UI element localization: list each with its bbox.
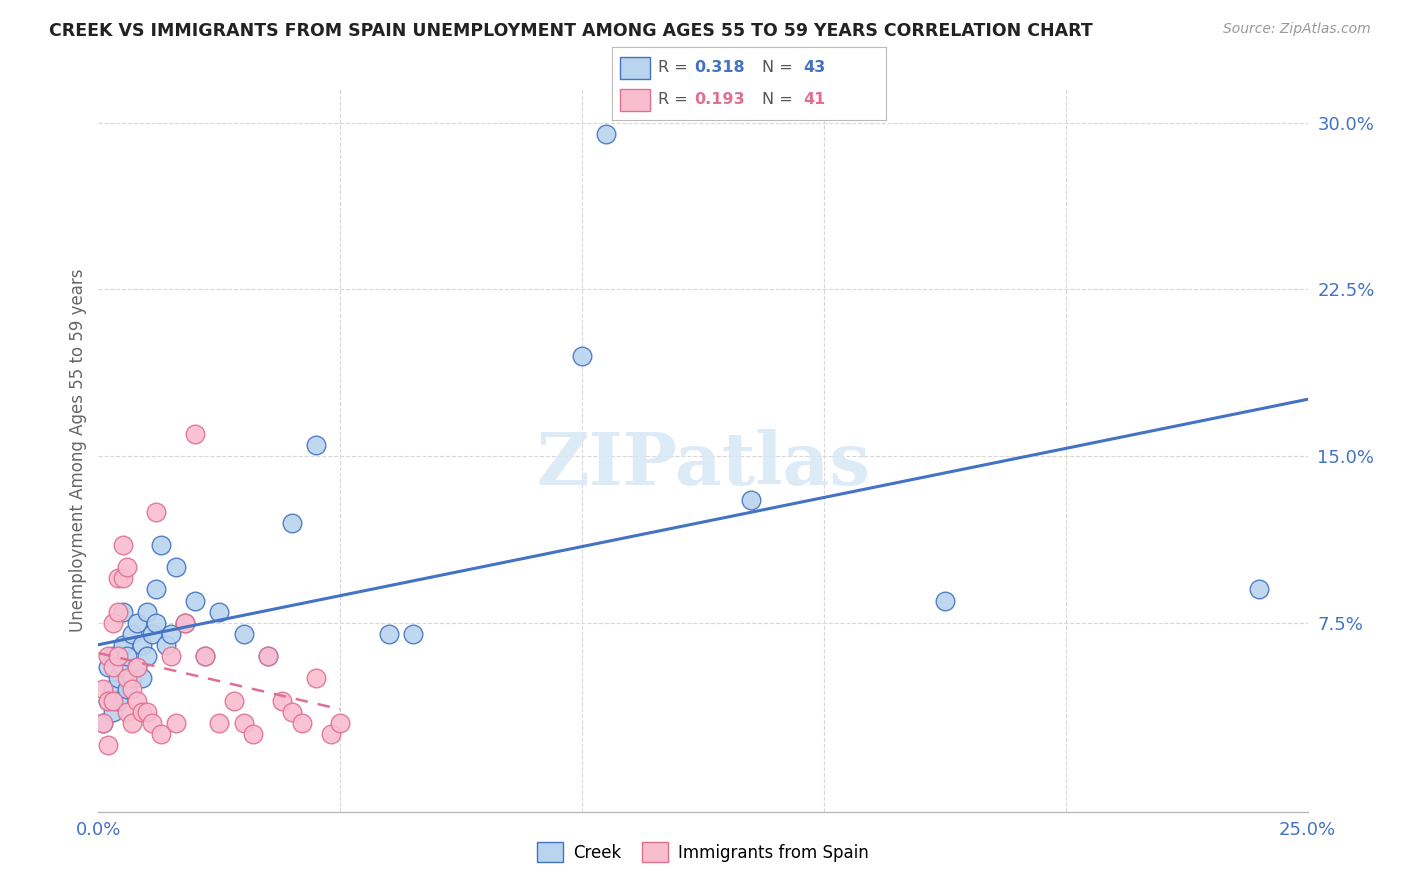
Text: R =: R = [658,92,693,107]
Text: N =: N = [762,92,799,107]
Point [101,649,124,664]
Point [101,615,124,630]
Point [1249,582,1271,597]
Point [121,682,143,697]
Point [377,627,399,641]
Point [595,127,617,141]
Point [111,571,134,585]
Point [242,727,264,741]
Point [145,582,167,597]
Point [91,715,114,730]
Point [222,693,245,707]
Point [117,682,139,697]
Point [101,660,124,674]
Text: 0.318: 0.318 [695,60,745,75]
Point [111,660,134,674]
Point [127,615,149,630]
Point [107,693,129,707]
Point [117,705,139,719]
Point [131,705,153,719]
Point [740,493,762,508]
Point [111,538,134,552]
Text: Source: ZipAtlas.com: Source: ZipAtlas.com [1223,22,1371,37]
Point [145,505,167,519]
Point [135,605,157,619]
Point [208,715,231,730]
Point [101,682,124,697]
Point [329,715,352,730]
Point [160,649,183,664]
Text: 0.193: 0.193 [695,92,745,107]
Text: R =: R = [658,60,693,75]
Point [184,426,207,441]
Point [571,349,593,363]
Point [194,649,217,664]
Point [305,671,328,685]
Point [141,627,163,641]
Point [91,682,114,697]
Point [194,649,217,664]
Point [101,705,124,719]
Point [127,660,149,674]
Point [290,715,312,730]
Text: ZIPatlas: ZIPatlas [536,429,870,500]
Point [305,438,328,452]
Text: 43: 43 [804,60,825,75]
Point [174,615,197,630]
Point [97,693,120,707]
Point [107,571,129,585]
Point [150,538,173,552]
Point [160,627,183,641]
Point [155,638,177,652]
Text: 41: 41 [804,92,825,107]
Point [184,593,207,607]
Point [256,649,278,664]
Point [111,638,134,652]
Point [121,671,143,685]
Point [107,649,129,664]
Point [107,671,129,685]
Point [97,738,120,752]
Point [271,693,294,707]
Point [165,560,187,574]
Point [150,727,173,741]
Point [97,660,120,674]
Point [117,560,139,574]
Point [402,627,425,641]
FancyBboxPatch shape [620,57,650,78]
Point [127,693,149,707]
Point [101,693,124,707]
Point [121,715,143,730]
Point [111,605,134,619]
Point [131,638,153,652]
Text: CREEK VS IMMIGRANTS FROM SPAIN UNEMPLOYMENT AMONG AGES 55 TO 59 YEARS CORRELATIO: CREEK VS IMMIGRANTS FROM SPAIN UNEMPLOYM… [49,22,1092,40]
Point [107,605,129,619]
Point [174,615,197,630]
Point [208,605,231,619]
Point [281,516,304,530]
Legend: Creek, Immigrants from Spain: Creek, Immigrants from Spain [530,836,876,869]
Point [256,649,278,664]
Point [117,649,139,664]
Point [232,715,254,730]
Point [135,649,157,664]
Point [232,627,254,641]
Point [91,715,114,730]
Point [319,727,342,741]
Point [934,593,956,607]
Point [165,715,187,730]
FancyBboxPatch shape [620,89,650,111]
Text: N =: N = [762,60,799,75]
Y-axis label: Unemployment Among Ages 55 to 59 years: Unemployment Among Ages 55 to 59 years [69,268,87,632]
Point [121,627,143,641]
Point [135,705,157,719]
Point [127,660,149,674]
Point [97,693,120,707]
Point [141,715,163,730]
Point [117,671,139,685]
Point [131,671,153,685]
Point [281,705,304,719]
Point [97,649,120,664]
Point [145,615,167,630]
